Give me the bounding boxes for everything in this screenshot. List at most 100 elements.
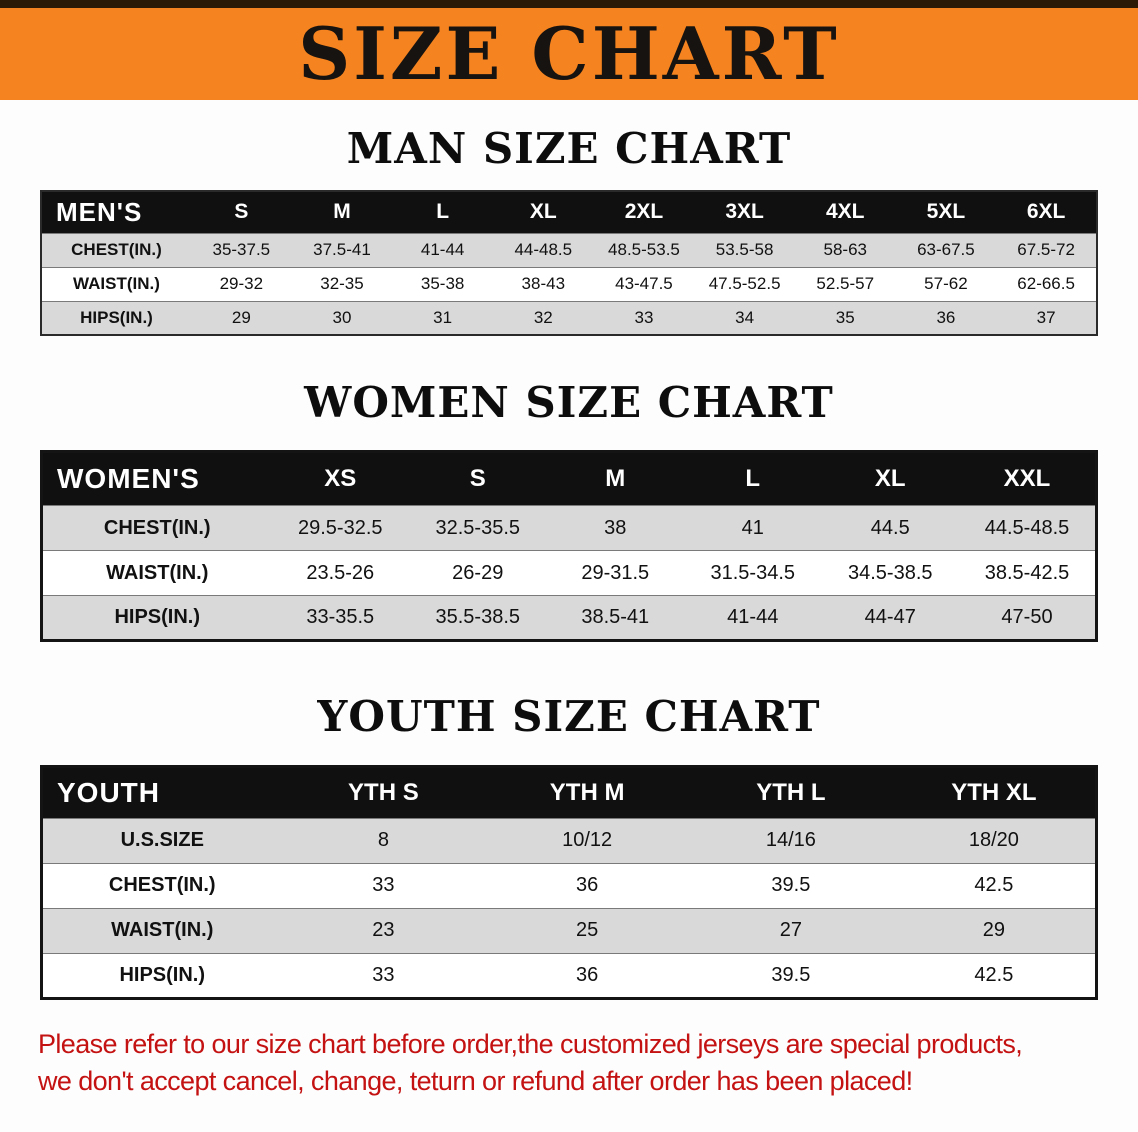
women-section: WOMEN SIZE CHART WOMEN'S XS S M L XL XXL CHEST(… (0, 378, 1138, 643)
row-label: WAIST(IN.) (41, 907, 282, 954)
size-cell: 44.5-48.5 (959, 505, 1097, 551)
table-row: HIPS(IN.) 29 30 31 32 33 34 35 36 37 (41, 300, 1097, 336)
size-cell: 41-44 (392, 232, 493, 268)
men-section: MAN SIZE CHART MEN'S S M L XL 2XL 3XL 4XL 5XL 6XL… (0, 124, 1138, 337)
size-cell: 34 (694, 300, 795, 336)
size-cell: 63-67.5 (895, 232, 997, 268)
men-size-table: MEN'S S M L XL 2XL 3XL 4XL 5XL 6XL CHEST(IN.) 35-37… (40, 190, 1098, 337)
column-header: 2XL (593, 191, 695, 234)
size-cell: 32-35 (291, 266, 393, 302)
size-cell: 41-44 (684, 595, 822, 641)
men-heading: MAN SIZE CHART (346, 124, 792, 173)
size-cell: 58-63 (794, 232, 896, 268)
size-cell: 33 (281, 862, 486, 909)
women-heading: WOMEN SIZE CHART (304, 378, 834, 428)
size-cell: 33-35.5 (271, 595, 409, 641)
content: MAN SIZE CHART MEN'S S M L XL 2XL 3XL 4XL 5XL 6XL… (0, 124, 1138, 1100)
row-label: CHEST(IN.) (41, 505, 272, 551)
size-cell: 35.5-38.5 (409, 595, 547, 641)
size-cell: 48.5-53.5 (593, 232, 695, 268)
size-cell: 37 (996, 300, 1097, 336)
size-cell: 29 (892, 907, 1097, 954)
women-size-table: WOMEN'S XS S M L XL XXL CHEST(IN.) 29.5-32.5 32.5… (40, 450, 1098, 643)
row-label: CHEST(IN.) (41, 862, 282, 909)
top-border (0, 0, 1138, 8)
size-chart-banner: SIZE CHART (0, 8, 1138, 100)
column-header: 5XL (895, 191, 997, 234)
row-label: HIPS(IN.) (41, 300, 191, 336)
column-header: M (546, 451, 684, 506)
size-cell: 41 (684, 505, 822, 551)
notice-line-2: we don't accept cancel, change, teturn o… (38, 1065, 913, 1096)
size-cell: 38-43 (492, 266, 594, 302)
size-cell: 26-29 (409, 550, 547, 596)
table-row: CHEST(IN.) 33 36 39.5 42.5 (41, 862, 1097, 909)
size-cell: 25 (485, 907, 689, 954)
youth-section: YOUTH SIZE CHART YOUTH YTH S YTH M YTH L YTH… (0, 692, 1138, 1000)
size-cell: 47-50 (959, 595, 1097, 641)
table-row: CHEST(IN.) 29.5-32.5 32.5-35.5 38 41 44.5 44.5… (41, 505, 1097, 551)
column-header: L (684, 451, 822, 506)
column-header: 3XL (694, 191, 795, 234)
column-header: XL (821, 451, 959, 506)
row-label: HIPS(IN.) (41, 952, 282, 999)
row-label: WAIST(IN.) (41, 550, 272, 596)
column-header: YTH S (281, 766, 486, 819)
size-cell: 43-47.5 (593, 266, 695, 302)
size-cell: 39.5 (689, 952, 893, 999)
size-cell: 31 (392, 300, 493, 336)
table-title: MEN'S (41, 191, 191, 234)
size-cell: 33 (593, 300, 695, 336)
row-label: U.S.SIZE (41, 817, 282, 864)
size-cell: 34.5-38.5 (821, 550, 959, 596)
column-header: S (191, 191, 292, 234)
column-header: XS (271, 451, 409, 506)
table-row: WAIST(IN.) 29-32 32-35 35-38 38-43 43-47.5 47.… (41, 266, 1097, 302)
youth-heading: YOUTH SIZE CHART (317, 692, 821, 742)
column-header: 6XL (996, 191, 1097, 234)
size-cell: 29-32 (191, 266, 292, 302)
size-cell: 32 (492, 300, 594, 336)
column-header: S (409, 451, 547, 506)
size-cell: 53.5-58 (694, 232, 795, 268)
column-header: XL (492, 191, 594, 234)
table-title: WOMEN'S (41, 451, 272, 506)
column-header: XXL (959, 451, 1097, 506)
size-cell: 52.5-57 (794, 266, 896, 302)
size-cell: 42.5 (892, 862, 1097, 909)
size-cell: 44.5 (821, 505, 959, 551)
column-header: 4XL (794, 191, 896, 234)
row-label: HIPS(IN.) (41, 595, 272, 641)
size-cell: 36 (485, 952, 689, 999)
youth-size-table: YOUTH YTH S YTH M YTH L YTH XL U.S.SIZE 8 10/12… (40, 764, 1098, 1000)
size-cell: 27 (689, 907, 893, 954)
size-cell: 47.5-52.5 (694, 266, 795, 302)
size-cell: 67.5-72 (996, 232, 1097, 268)
column-header: M (291, 191, 393, 234)
size-cell: 36 (485, 862, 689, 909)
size-cell: 31.5-34.5 (684, 550, 822, 596)
size-cell: 14/16 (689, 817, 893, 864)
table-row: WAIST(IN.) 23.5-26 26-29 29-31.5 31.5-34.5 34… (41, 550, 1097, 596)
size-cell: 35-37.5 (191, 232, 292, 268)
header-row: YOUTH YTH S YTH M YTH L YTH XL (41, 766, 1097, 819)
size-cell: 29.5-32.5 (271, 505, 409, 551)
size-cell: 18/20 (892, 817, 1097, 864)
size-cell: 23.5-26 (271, 550, 409, 596)
size-cell: 32.5-35.5 (409, 505, 547, 551)
size-cell: 29-31.5 (546, 550, 684, 596)
size-cell: 42.5 (892, 952, 1097, 999)
size-cell: 29 (191, 300, 292, 336)
table-row: HIPS(IN.) 33-35.5 35.5-38.5 38.5-41 41-44 44-… (41, 595, 1097, 641)
size-cell: 35 (794, 300, 896, 336)
size-cell: 38.5-41 (546, 595, 684, 641)
column-header: YTH L (689, 766, 893, 819)
page-title: SIZE CHART (298, 11, 840, 96)
row-label: CHEST(IN.) (41, 232, 191, 268)
table-row: CHEST(IN.) 35-37.5 37.5-41 41-44 44-48.5 48.5… (41, 232, 1097, 268)
size-cell: 44-48.5 (492, 232, 594, 268)
table-row: HIPS(IN.) 33 36 39.5 42.5 (41, 952, 1097, 999)
size-cell: 38 (546, 505, 684, 551)
column-header: YTH M (485, 766, 689, 819)
